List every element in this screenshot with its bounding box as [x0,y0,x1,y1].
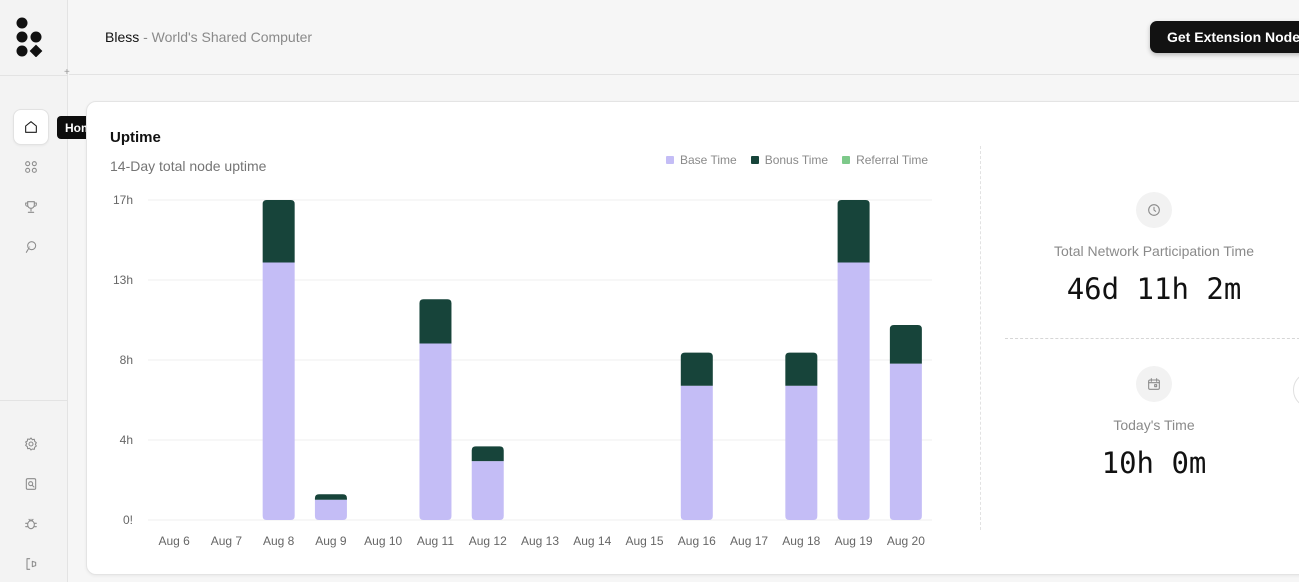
legend-label-base: Base Time [680,153,737,167]
bar-segment [262,200,295,263]
x-tick-label: Aug 20 [887,534,925,548]
chart-legend: Base Time Bonus Time Referral Time [666,153,928,167]
x-tick-label: Aug 8 [263,534,295,548]
card-vertical-divider [980,146,981,530]
x-tick-label: Aug 7 [211,534,243,548]
sidebar: + [0,0,70,582]
bar-segment [314,499,347,520]
uptime-bar-chart: 0! 4h 8h 13h 17h Aug 6 Aug 7 Aug 8 Aug 9 Aug 10 Au… [113,193,932,548]
today-time-value: 10h 0m [1101,446,1207,480]
bar-segment [837,200,870,263]
x-tick-label: Aug 13 [521,534,559,548]
x-tick-label: Aug 11 [417,534,454,548]
legend-item-referral[interactable]: Referral Time [842,153,928,167]
clock-icon-badge [1136,192,1172,228]
legend-label-bonus: Bonus Time [764,153,829,167]
bar-segment [471,446,504,462]
card-subtitle: 14-Day total node uptime [110,158,267,174]
x-tick-label: Aug 9 [315,534,347,548]
x-tick-label: Aug 15 [626,534,664,548]
brand-title: Bless - World's Shared Computer [105,29,312,45]
bar-segment [785,352,818,386]
y-tick-label: 8h [120,353,133,367]
sidebar-item-rewards[interactable] [13,229,49,265]
get-extension-node-button[interactable]: Get Extension Node [1150,21,1299,53]
x-tick-label: Aug 6 [158,534,190,548]
sidebar-item-home[interactable] [13,109,49,145]
bug-icon [25,518,37,530]
today-time-label: Today's Time [1113,417,1195,433]
sidebar-item-explorer[interactable] [13,466,49,502]
legend-label-referral: Referral Time [856,153,929,167]
bar-segment [785,385,818,520]
bar-segment [419,343,452,520]
legend-swatch-bonus [750,156,759,164]
x-tick-label: Aug 16 [678,534,716,548]
search-doc-icon [25,478,37,490]
bar-segment [889,325,922,364]
plus-icon: + [64,67,70,78]
apps-icon [25,161,37,173]
bar-segment [680,385,713,520]
sidebar-item-leaderboard[interactable] [13,189,49,225]
calendar-icon [1148,378,1160,390]
rocket-icon [25,241,37,253]
bar-segment [314,494,347,500]
calendar-icon-badge [1136,366,1172,402]
bar-segment [680,352,713,386]
x-tick-label: Aug 14 [573,534,611,548]
y-tick-label: 4h [120,433,133,447]
y-tick-label: 13h [113,273,133,287]
x-tick-label: Aug 10 [364,534,402,548]
bar-segment [889,363,922,520]
bar-segment [837,262,870,520]
card-title: Uptime [110,129,161,146]
y-tick-label: 0! [123,513,133,527]
sidebar-item-logout[interactable] [13,546,49,582]
sidebar-item-apps[interactable] [13,149,49,185]
brand-name: Bless [105,29,140,45]
legend-item-base[interactable]: Base Time [666,153,737,167]
legend-swatch-base [666,156,674,164]
gear-icon [25,437,37,451]
top-header: Bless - World's Shared Computer [69,0,1299,75]
total-participation-label: Total Network Participation Time [1054,243,1254,259]
x-tick-label: Aug 19 [835,534,873,548]
bless-logo[interactable] [15,17,45,57]
sidebar-item-settings[interactable] [13,426,49,462]
trophy-icon [25,201,37,213]
total-participation-value: 46d 11h 2m [1066,272,1242,306]
clock-icon [1148,204,1160,216]
bar-segment [471,461,504,520]
home-icon [25,121,37,133]
stats-divider [1005,338,1299,339]
sidebar-item-bug-report[interactable] [13,506,49,542]
y-tick-label: 17h [113,193,133,207]
legend-swatch-referral [842,156,851,164]
brand-tagline: - World's Shared Computer [139,29,313,45]
x-tick-label: Aug 18 [782,534,820,548]
x-tick-label: Aug 12 [469,534,507,548]
bar-segment [262,262,295,520]
bar-segment [419,299,452,344]
legend-item-bonus[interactable]: Bonus Time [750,153,829,167]
x-tick-label: Aug 17 [730,534,768,548]
logout-icon [26,558,37,570]
